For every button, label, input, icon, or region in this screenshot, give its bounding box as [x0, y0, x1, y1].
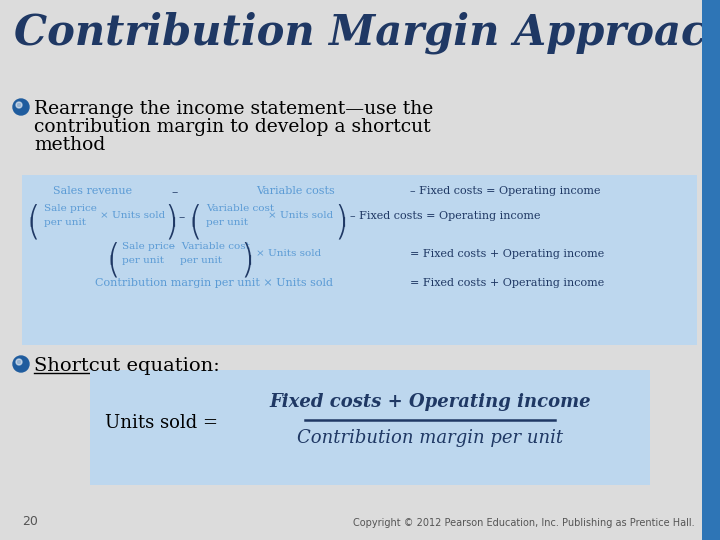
Text: ⎛: ⎛: [108, 242, 118, 265]
Text: ⎛: ⎛: [190, 204, 199, 227]
Text: Contribution margin per unit: Contribution margin per unit: [297, 429, 563, 447]
Text: ⎠: ⎠: [242, 256, 252, 279]
Text: per unit: per unit: [122, 256, 164, 265]
Circle shape: [16, 359, 22, 365]
Text: = Fixed costs + Operating income: = Fixed costs + Operating income: [410, 249, 604, 259]
Circle shape: [13, 356, 29, 372]
Text: ⎝: ⎝: [190, 218, 199, 240]
Text: Shortcut equation:: Shortcut equation:: [34, 357, 220, 375]
Text: per unit: per unit: [180, 256, 222, 265]
Text: Rearrange the income statement—use the: Rearrange the income statement—use the: [34, 100, 433, 118]
Text: ⎛: ⎛: [28, 204, 37, 227]
FancyBboxPatch shape: [90, 370, 650, 485]
Text: method: method: [34, 136, 105, 154]
Text: – Fixed costs = Operating income: – Fixed costs = Operating income: [410, 186, 600, 196]
Text: Variable costs: Variable costs: [256, 186, 334, 196]
Circle shape: [13, 99, 29, 115]
Text: Contribution margin per unit × Units sold: Contribution margin per unit × Units sol…: [95, 278, 333, 288]
Text: Contribution Margin Approach: Contribution Margin Approach: [14, 12, 720, 55]
Text: × Units sold: × Units sold: [268, 211, 333, 220]
Text: ⎠: ⎠: [336, 218, 346, 240]
Text: –: –: [172, 186, 178, 199]
Text: ⎞: ⎞: [242, 242, 252, 265]
Text: × Units sold: × Units sold: [256, 249, 321, 258]
Text: ⎠: ⎠: [166, 218, 176, 240]
Text: Copyright © 2012 Pearson Education, Inc. Publishing as Prentice Hall.: Copyright © 2012 Pearson Education, Inc.…: [354, 518, 695, 528]
Text: Variable cost: Variable cost: [206, 204, 274, 213]
Text: per unit: per unit: [44, 218, 86, 227]
Text: contribution margin to develop a shortcut: contribution margin to develop a shortcu…: [34, 118, 431, 136]
Text: Sales revenue: Sales revenue: [53, 186, 132, 196]
Circle shape: [16, 102, 22, 108]
Text: ⎞: ⎞: [336, 204, 346, 227]
Text: –  Variable cost: – Variable cost: [170, 242, 250, 251]
Text: – Fixed costs = Operating income: – Fixed costs = Operating income: [350, 211, 541, 221]
Text: × Units sold: × Units sold: [100, 211, 166, 220]
Text: ⎝: ⎝: [28, 218, 37, 240]
Text: Sale price: Sale price: [122, 242, 175, 251]
Text: Fixed costs + Operating income: Fixed costs + Operating income: [269, 393, 591, 411]
Text: –: –: [178, 211, 184, 224]
Text: ⎝: ⎝: [108, 256, 118, 279]
Text: 20: 20: [22, 515, 38, 528]
Text: ⎞: ⎞: [166, 204, 176, 227]
Text: Sale price: Sale price: [44, 204, 97, 213]
Text: per unit: per unit: [206, 218, 248, 227]
FancyBboxPatch shape: [22, 175, 697, 345]
Text: Units sold =: Units sold =: [105, 414, 218, 432]
Text: = Fixed costs + Operating income: = Fixed costs + Operating income: [410, 278, 604, 288]
FancyBboxPatch shape: [702, 0, 720, 540]
